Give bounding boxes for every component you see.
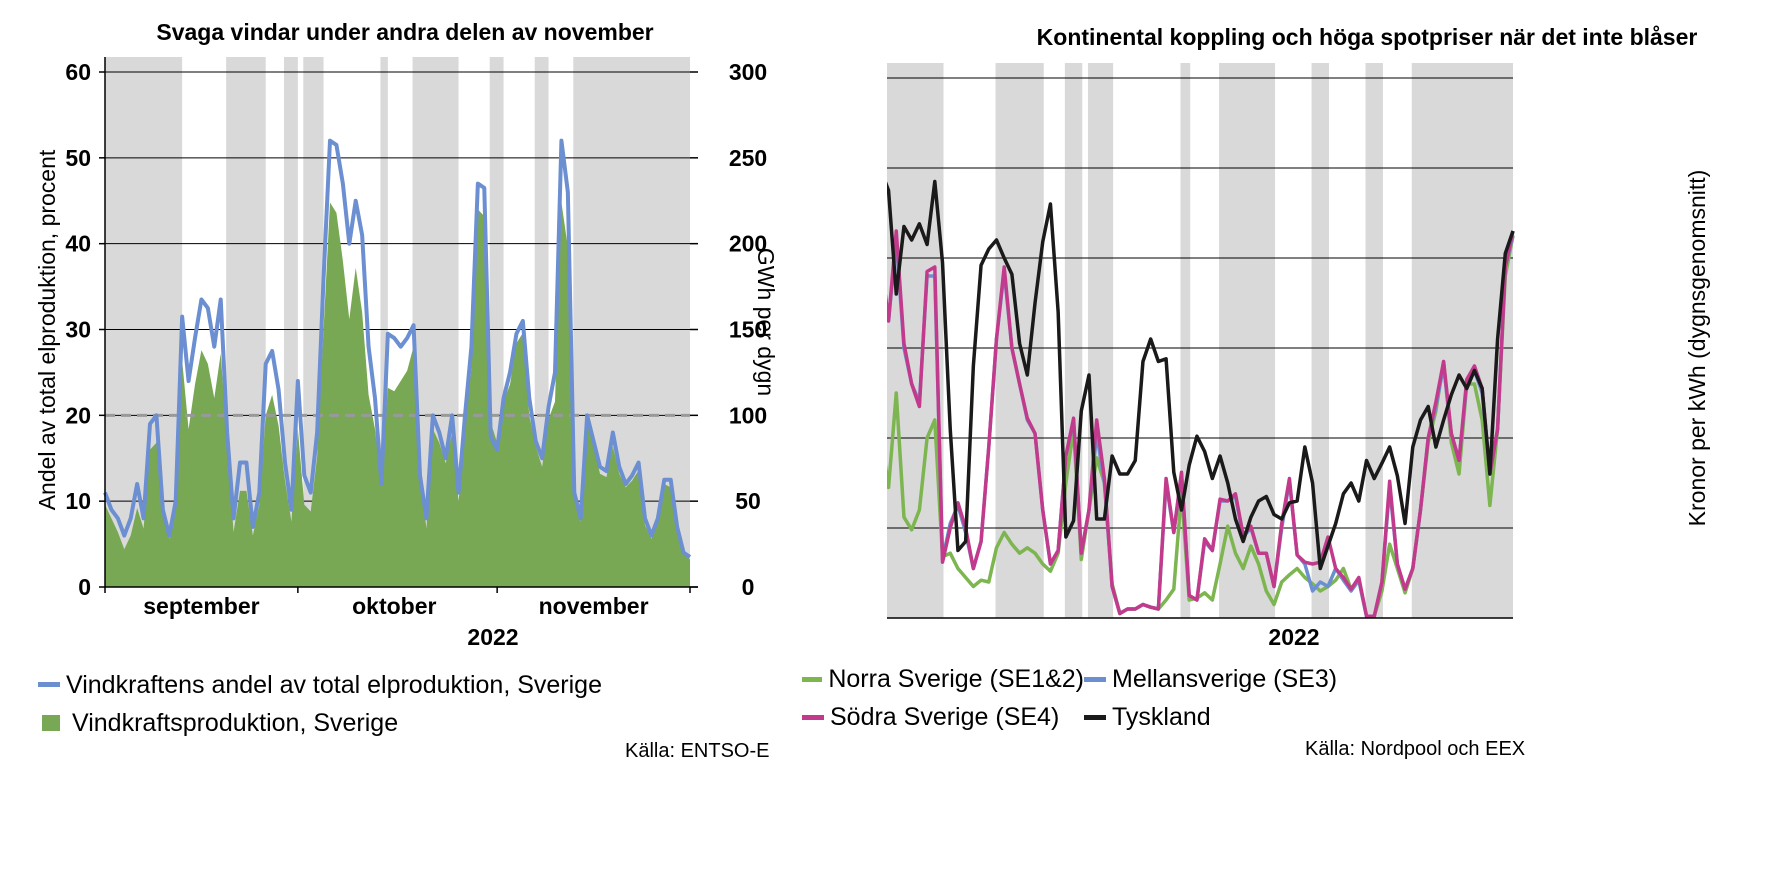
- y2-tick-label: 150: [729, 317, 767, 343]
- shaded-period: [887, 63, 944, 618]
- x-month-label: november: [539, 593, 649, 619]
- legend-item-se3: Mellansverige (SE3): [1084, 660, 1384, 698]
- right-legend-grid: Norra Sverige (SE1&2) Mellansverige (SE3…: [802, 660, 1402, 736]
- shaded-period: [380, 57, 388, 587]
- y2-axis-label: GWh per dygn: [753, 248, 779, 396]
- y-tick-label: 10: [65, 488, 91, 514]
- y-tick-label: 40: [65, 231, 91, 257]
- left-chart: Svaga vindar under andra delen av novemb…: [34, 19, 779, 650]
- price-line-se4: [887, 229, 1515, 618]
- y-axis-label: Andel av total elproduktion, procent: [34, 149, 60, 510]
- y-tick-label: 20: [65, 402, 91, 428]
- legend-label-production: Vindkraftsproduktion, Sverige: [72, 708, 399, 737]
- legend-swatch-line: [38, 682, 60, 687]
- y2-tick-label: 300: [729, 59, 767, 85]
- legend-item-se4: Södra Sverige (SE4): [802, 698, 1084, 736]
- legend-swatch-se4: [802, 714, 824, 720]
- legend-label-se3: Mellansverige (SE3): [1112, 665, 1338, 693]
- x-year-label: 2022: [1268, 624, 1319, 650]
- legend-swatch-area: [42, 714, 60, 731]
- legend-label-de: Tyskland: [1112, 703, 1211, 731]
- gridlines: [887, 77, 1513, 529]
- legend-swatch-se12: [802, 676, 823, 682]
- y-tick-label: 0: [78, 574, 91, 600]
- y2-tick-label: 50: [735, 488, 761, 514]
- wind-production-area-path: [105, 202, 690, 587]
- right-chart-panel: Kontinental koppling och höga spotpriser…: [802, 0, 1774, 884]
- right-chart-title: Kontinental koppling och höga spotpriser…: [1037, 24, 1698, 50]
- price-line-de: [887, 179, 1515, 571]
- legend-item-share: Vindkraftens andel av total elproduktion…: [38, 666, 602, 704]
- y2-tick-label: 100: [729, 402, 767, 428]
- left-chart-panel: Svaga vindar under andra delen av novemb…: [34, 19, 779, 762]
- x-month-label: september: [143, 593, 259, 619]
- y2-tick-label: 200: [729, 231, 767, 257]
- shaded-period: [1365, 63, 1383, 618]
- x-month-label: oktober: [352, 593, 436, 619]
- y2-tick-label: 0: [742, 574, 755, 600]
- legend-swatch-de: [1084, 714, 1106, 720]
- y-axis-label: Kronor per kWh (dygnsgenomsnitt): [1684, 170, 1710, 527]
- left-source: Källa: ENTSO-E: [625, 740, 770, 762]
- axes: [887, 617, 1513, 619]
- legend-label-se12: Norra Sverige (SE1&2): [828, 665, 1084, 693]
- right-source: Källa: Nordpool och EEX: [1305, 738, 1526, 760]
- shaded-period: [1180, 63, 1191, 618]
- wind-share-polyline: [103, 138, 692, 559]
- x-month-labels: september oktober november: [143, 593, 648, 619]
- legend-item-se12: Norra Sverige (SE1&2): [802, 660, 1084, 698]
- right-legend: Norra Sverige (SE1&2) Mellansverige (SE3…: [802, 660, 1402, 736]
- y-tick-label: 60: [65, 59, 91, 85]
- left-y-tick-labels: 0 10 20 30 40 50 60: [65, 59, 91, 600]
- wind-production-area: [105, 202, 690, 587]
- x-year-label: 2022: [467, 624, 518, 650]
- legend-item-de: Tyskland: [1084, 698, 1384, 736]
- wind-share-line: [103, 138, 692, 559]
- legend-label-se4: Södra Sverige (SE4): [830, 703, 1060, 731]
- legend-item-production: Vindkraftsproduktion, Sverige: [38, 704, 398, 742]
- shaded-period: [1311, 63, 1329, 618]
- legend-label-share: Vindkraftens andel av total elproduktion…: [66, 670, 602, 699]
- y2-tick-label: 250: [729, 145, 767, 171]
- right-y-tick-labels: 0 50 100 150 200 250 300: [729, 59, 767, 600]
- left-chart-title: Svaga vindar under andra delen av novemb…: [156, 19, 653, 45]
- axes: [99, 57, 698, 593]
- y-tick-label: 50: [65, 145, 91, 171]
- y-tick-label: 30: [65, 317, 91, 343]
- price-lines: [887, 179, 1515, 618]
- legend-swatch-se3: [1084, 676, 1106, 682]
- left-legend: Vindkraftens andel av total elproduktion…: [38, 660, 602, 742]
- right-chart: Kontinental koppling och höga spotpriser…: [887, 24, 1710, 650]
